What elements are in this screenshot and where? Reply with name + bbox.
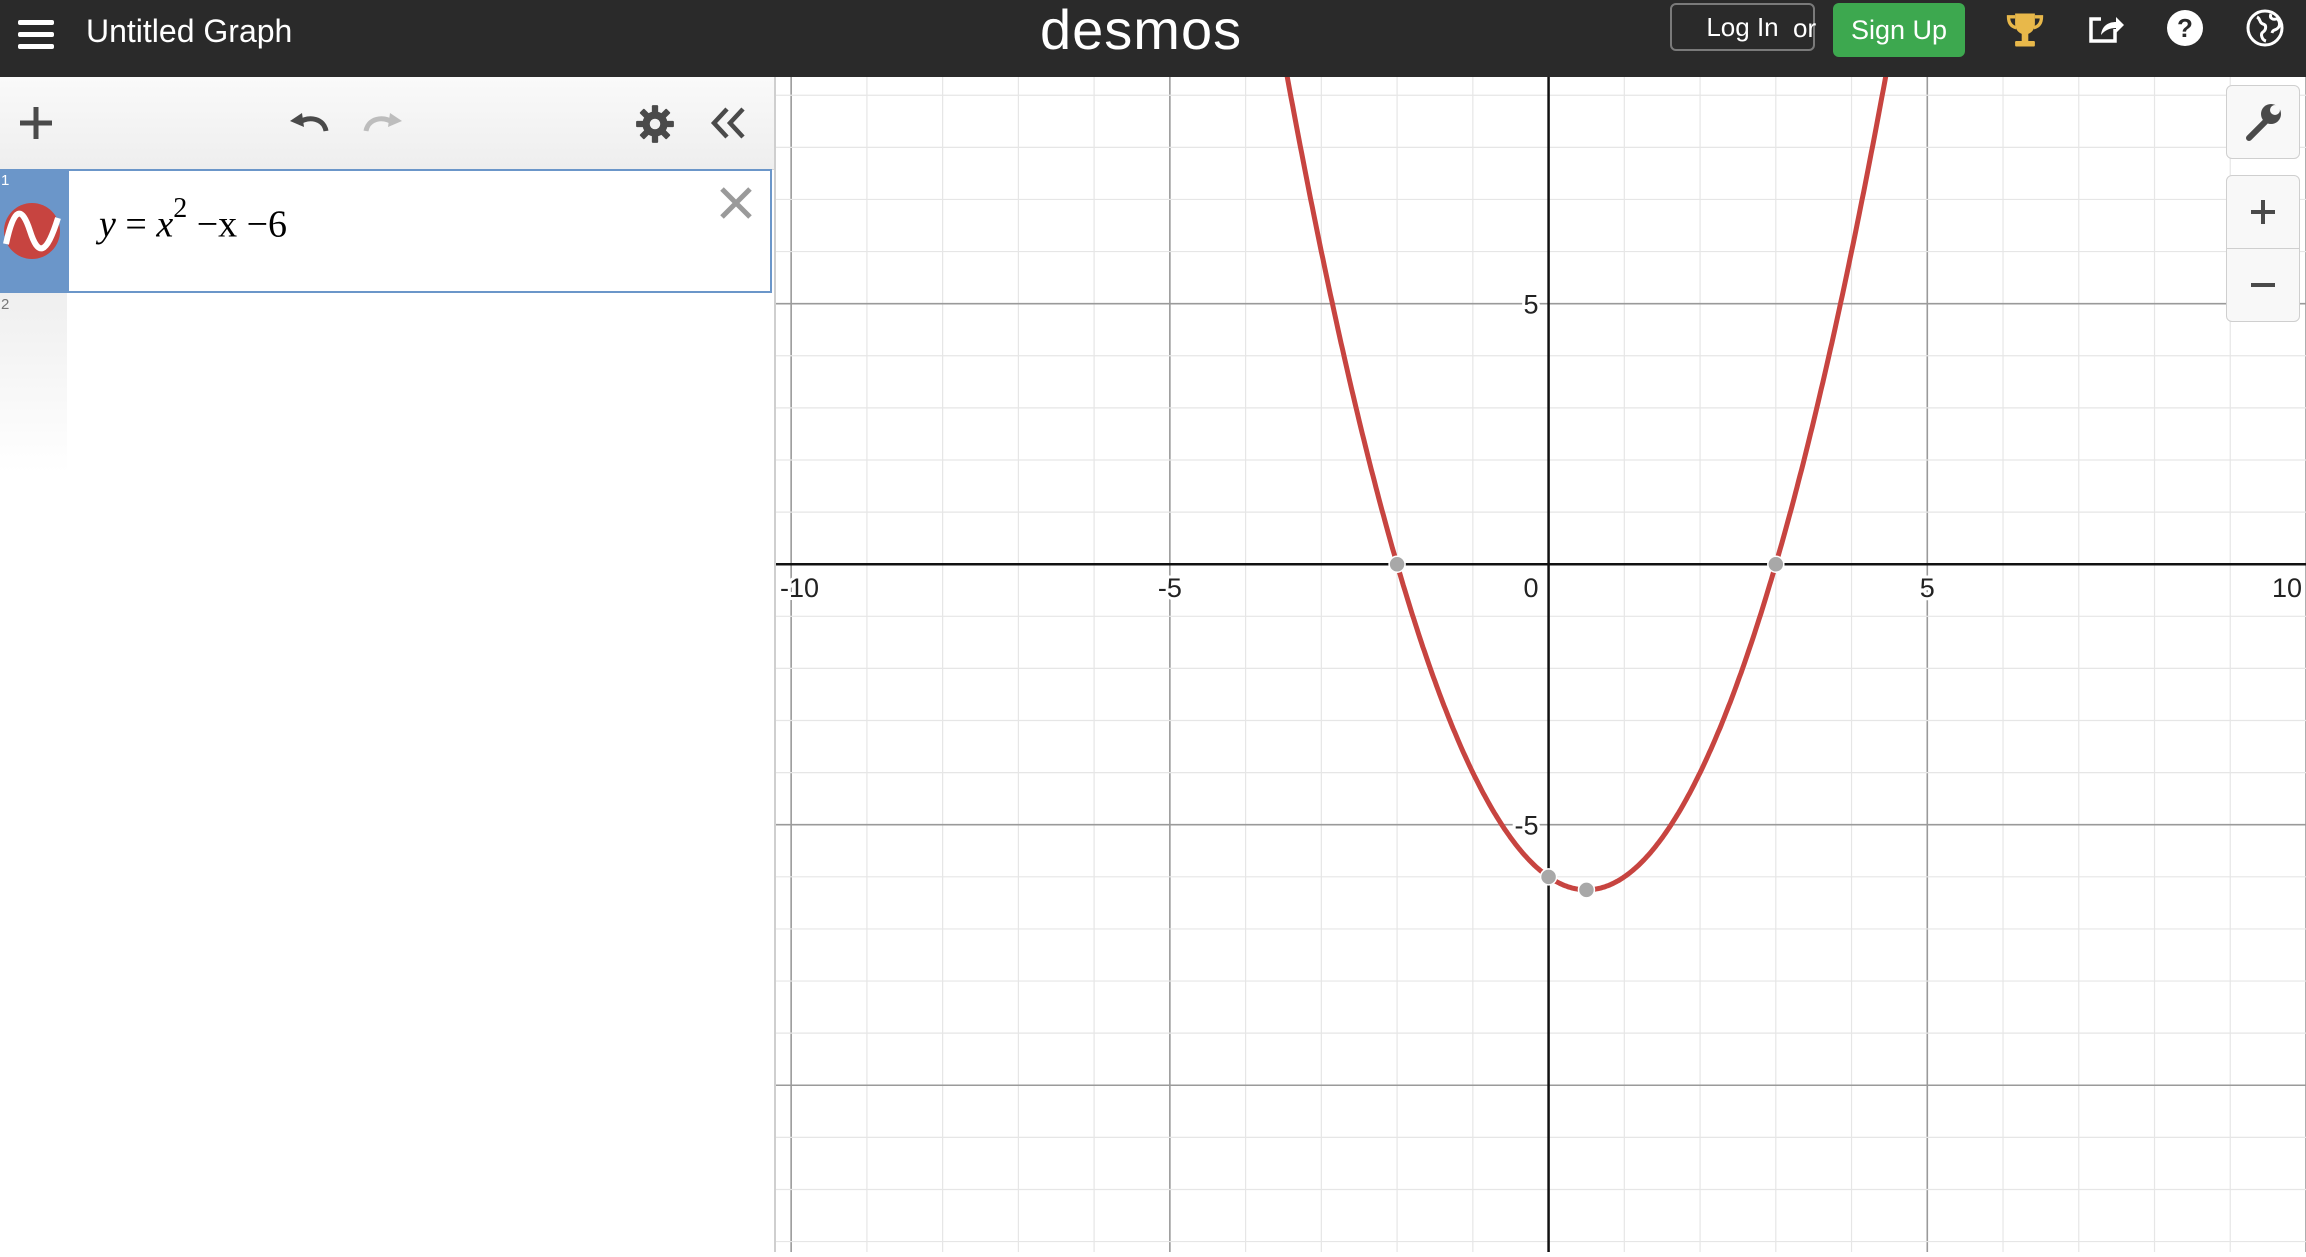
point-of-interest[interactable] xyxy=(1388,555,1406,573)
desmos-logo: desmos xyxy=(1040,0,1243,61)
math-rest: −x −6 xyxy=(196,203,288,246)
expression-toolbar xyxy=(0,77,774,170)
sign-up-button[interactable]: Sign Up xyxy=(1833,3,1965,57)
help-icon[interactable]: ? xyxy=(2165,8,2205,48)
share-icon[interactable] xyxy=(2085,8,2125,48)
globe-icon[interactable] xyxy=(2245,8,2285,48)
svg-text:?: ? xyxy=(2177,13,2193,43)
y-tick-label: -5 xyxy=(1515,811,1539,841)
point-of-interest[interactable] xyxy=(1767,555,1785,573)
point-of-interest[interactable] xyxy=(1577,881,1596,899)
math-equals: = xyxy=(125,203,147,246)
x-tick-label: -5 xyxy=(1158,573,1182,603)
math-base: x xyxy=(156,203,174,246)
expression-item[interactable]: 1 y = x2 −x −6 xyxy=(0,169,774,293)
trophy-icon[interactable] xyxy=(2003,8,2044,48)
graph-canvas[interactable]: -10 -5 0 5 10 5 -5 xyxy=(776,55,2306,1252)
graph-paper[interactable]: -10 -5 0 5 10 5 -5 xyxy=(776,55,2306,1252)
log-in-button[interactable]: Log In xyxy=(1670,3,1815,51)
settings-icon[interactable] xyxy=(634,103,676,150)
zoom-in-icon[interactable] xyxy=(2226,175,2300,249)
redo-icon[interactable] xyxy=(360,103,406,148)
expression-number: 1 xyxy=(1,172,10,189)
or-label: or xyxy=(1793,13,1817,43)
math-exponent: 2 xyxy=(173,193,188,224)
undo-icon[interactable] xyxy=(286,103,332,148)
add-icon[interactable] xyxy=(16,103,56,148)
y-tick-label: 5 xyxy=(1524,290,1539,320)
close-icon[interactable] xyxy=(716,183,756,228)
x-tick-label: 10 xyxy=(2272,573,2302,603)
expression-item-empty[interactable]: 2 xyxy=(0,293,67,473)
graph-title[interactable]: Untitled Graph xyxy=(86,13,293,49)
expression-number: 2 xyxy=(1,296,10,313)
math-lhs: y xyxy=(99,203,116,246)
point-of-interest[interactable] xyxy=(1539,868,1558,886)
expression-tab[interactable]: 1 xyxy=(0,169,67,293)
expression-input[interactable]: y = x2 −x −6 xyxy=(67,169,772,293)
collapse-icon[interactable] xyxy=(707,103,749,148)
graph-style-icon[interactable] xyxy=(2,200,62,262)
wrench-icon[interactable] xyxy=(2226,85,2300,159)
expression-panel: 1 y = x2 −x −6 2 xyxy=(0,77,776,1252)
x-tick-label: 5 xyxy=(1920,573,1935,603)
expression-math: y = x2 −x −6 xyxy=(99,193,288,247)
top-bar: Untitled Graph desmos Log In or Sign Up … xyxy=(0,0,2306,77)
menu-icon[interactable] xyxy=(16,14,56,58)
x-tick-label: -10 xyxy=(780,573,819,603)
x-tick-label: 0 xyxy=(1524,573,1539,603)
zoom-out-icon[interactable] xyxy=(2226,248,2300,322)
